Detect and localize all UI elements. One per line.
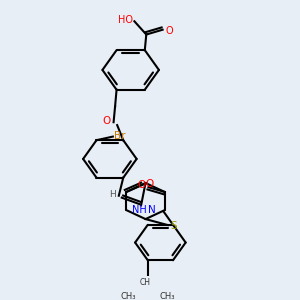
Text: O: O	[165, 26, 172, 36]
Text: HO: HO	[118, 15, 133, 25]
Text: O: O	[102, 116, 110, 126]
Text: H: H	[109, 190, 116, 199]
Text: Br: Br	[114, 131, 126, 141]
Text: N: N	[148, 205, 156, 215]
Text: O: O	[137, 180, 146, 190]
Text: NH: NH	[132, 205, 147, 215]
Text: CH: CH	[139, 278, 150, 287]
Text: O: O	[146, 179, 154, 189]
Text: CH₃: CH₃	[159, 292, 175, 300]
Text: CH₃: CH₃	[121, 292, 136, 300]
Text: S: S	[171, 221, 177, 231]
